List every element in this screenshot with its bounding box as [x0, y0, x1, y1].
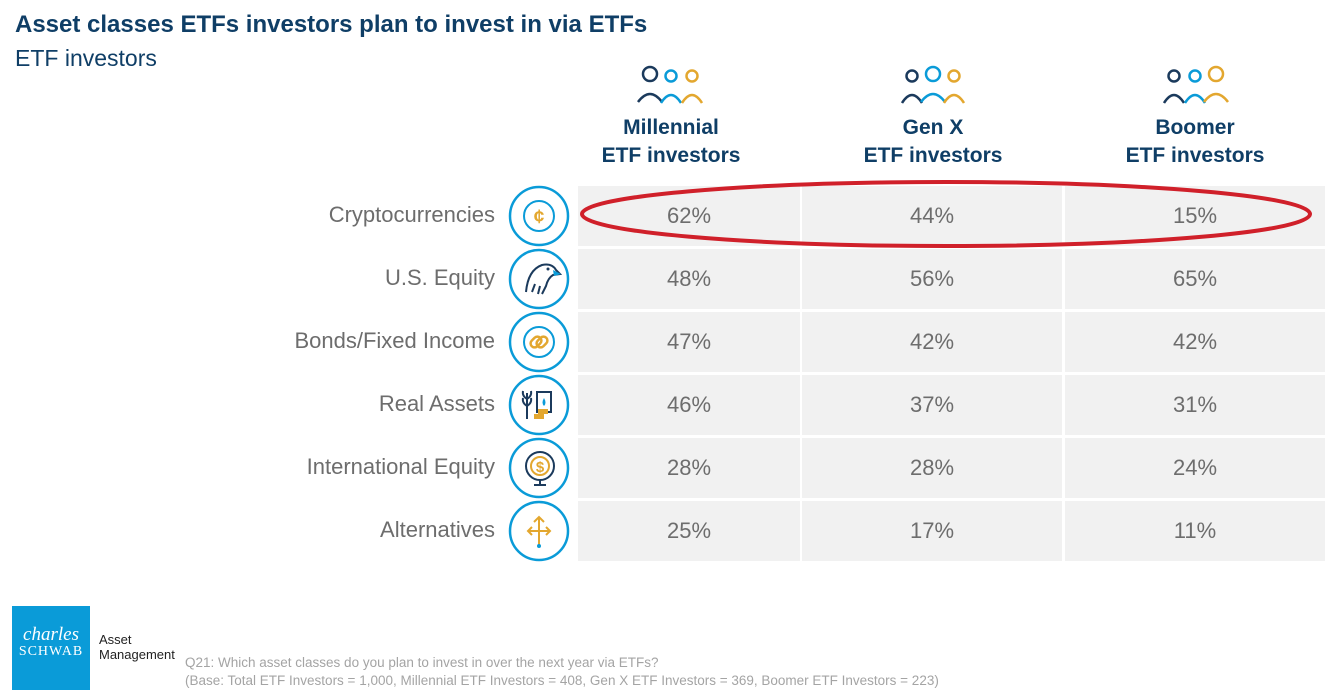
table-cell: 44% — [802, 186, 1062, 246]
column-header-1: Gen X ETF investors — [802, 60, 1064, 170]
column-header-0: Millennial ETF investors — [540, 60, 802, 170]
row-label: U.S. Equity — [384, 265, 495, 290]
table-cell: 56% — [802, 249, 1062, 309]
row-label: International Equity — [306, 454, 495, 479]
globe-dollar-icon: $ — [508, 437, 570, 499]
crypto-coin-icon: ¢ — [508, 185, 570, 247]
svg-text:¢: ¢ — [534, 207, 545, 228]
table-cell: 24% — [1065, 438, 1325, 498]
people-group-icon — [1162, 65, 1229, 104]
table-cell: 46% — [578, 375, 800, 435]
footnote-question: Q21: Which asset classes do you plan to … — [185, 655, 659, 670]
table-cell: 42% — [802, 312, 1062, 372]
table-cell: 15% — [1065, 186, 1325, 246]
table-cell: 47% — [578, 312, 800, 372]
column-header-2: Boomer ETF investors — [1064, 60, 1326, 170]
real-assets-icon — [508, 374, 570, 436]
division-line2: Management — [99, 647, 175, 662]
footnote-base: (Base: Total ETF Investors = 1,000, Mill… — [185, 673, 939, 688]
table-cell: 11% — [1065, 501, 1325, 561]
logo-line1: charles — [23, 624, 79, 645]
table-cell: 25% — [578, 501, 800, 561]
table-cell: 17% — [802, 501, 1062, 561]
table-cell: 62% — [578, 186, 800, 246]
people-group-icon — [900, 65, 966, 104]
table-cell: 28% — [802, 438, 1062, 498]
chart-title: Asset classes ETFs investors plan to inv… — [15, 11, 648, 38]
table-cell: 65% — [1065, 249, 1325, 309]
schwab-logo[interactable]: charles SCHWAB — [12, 606, 90, 690]
column-header-line1: Gen X — [902, 116, 964, 139]
chain-link-icon — [508, 311, 570, 373]
column-header-line2: ETF investors — [601, 144, 741, 167]
row-label: Real Assets — [378, 391, 495, 416]
svg-text:$: $ — [536, 459, 545, 476]
table-cell: 42% — [1065, 312, 1325, 372]
division-line1: Asset — [99, 632, 132, 647]
people-group-icon — [637, 65, 704, 104]
table-cell: 48% — [578, 249, 800, 309]
column-header-line1: Millennial — [623, 116, 719, 139]
table-cell: 28% — [578, 438, 800, 498]
column-header-line2: ETF investors — [1125, 144, 1265, 167]
division-name: Asset Management — [99, 632, 175, 662]
arrows-split-icon — [508, 500, 570, 562]
table-cell: 31% — [1065, 375, 1325, 435]
logo-line2: SCHWAB — [18, 644, 84, 659]
row-label: Alternatives — [380, 517, 495, 542]
chart-subtitle: ETF investors — [15, 45, 157, 71]
column-header-line1: Boomer — [1155, 116, 1235, 139]
row-label: Cryptocurrencies — [328, 202, 495, 227]
row-label: Bonds/Fixed Income — [294, 328, 495, 353]
column-header-line2: ETF investors — [863, 144, 1003, 167]
table-cell: 37% — [802, 375, 1062, 435]
eagle-icon — [508, 248, 570, 310]
